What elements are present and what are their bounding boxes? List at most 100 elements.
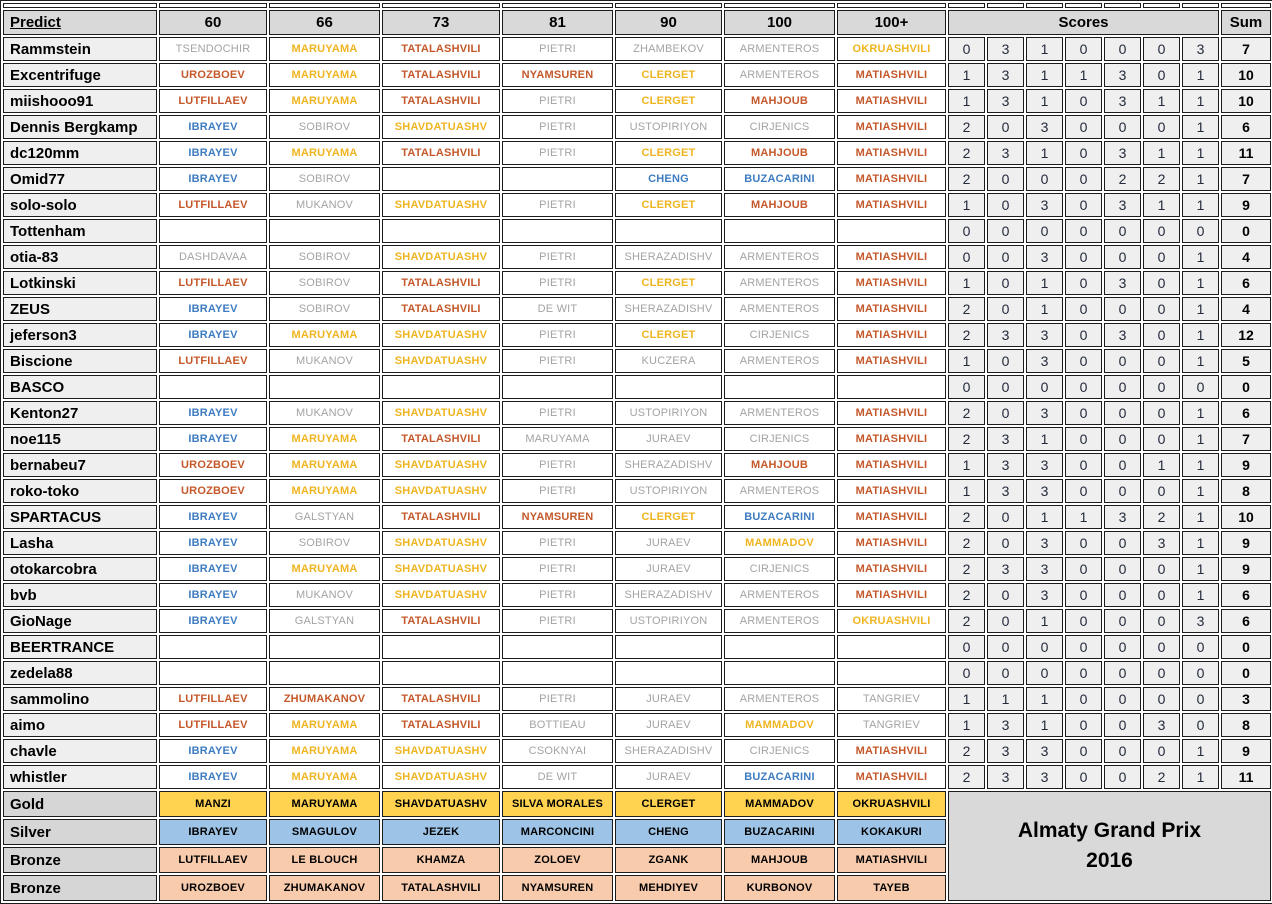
prediction-cell: LUTFILLAEV: [159, 713, 267, 737]
medalist-cell: IBRAYEV: [159, 819, 267, 845]
score-cell: 0: [1065, 349, 1102, 373]
score-cell: 2: [948, 427, 985, 451]
prediction-cell: [615, 375, 722, 399]
score-cell: 0: [1104, 375, 1141, 399]
sum-cell: 6: [1221, 609, 1271, 633]
medalist-cell: JEZEK: [382, 819, 500, 845]
prediction-cell: [837, 661, 946, 685]
player-name-cell: Rammstein: [3, 37, 157, 61]
prediction-cell: SHERAZADISHV: [615, 453, 722, 477]
score-cell: 0: [1143, 63, 1180, 87]
prediction-cell: LUTFILLAEV: [159, 687, 267, 711]
prediction-cell: MARUYAMA: [269, 479, 380, 503]
prediction-cell: BUZACARINI: [724, 505, 835, 529]
score-cell: 3: [987, 89, 1024, 113]
score-cell: 3: [1143, 713, 1180, 737]
score-cell: 0: [1143, 323, 1180, 347]
prediction-cell: SHAVDATUASHV: [382, 453, 500, 477]
score-cell: 1: [1182, 115, 1219, 139]
prediction-cell: TATALASHVILI: [382, 63, 500, 87]
prediction-cell: CIRJENICS: [724, 739, 835, 763]
prediction-cell: BOTTIEAU: [502, 713, 613, 737]
prediction-cell: MATIASHVILI: [837, 297, 946, 321]
score-cell: 0: [948, 661, 985, 685]
score-cell: 0: [1143, 115, 1180, 139]
medalist-cell: MATIASHVILI: [837, 847, 946, 873]
score-cell: 3: [987, 37, 1024, 61]
score-cell: 0: [987, 297, 1024, 321]
sum-cell: 3: [1221, 687, 1271, 711]
prediction-cell: SHAVDATUASHV: [382, 765, 500, 789]
score-cell: 0: [987, 661, 1024, 685]
table-row: noe115 IBRAYEV MARUYAMA TATALASHVILI MARUYAM…: [3, 427, 1271, 451]
score-cell: 3: [1026, 531, 1063, 555]
score-cell: 0: [948, 219, 985, 243]
score-cell: 2: [948, 583, 985, 607]
prediction-cell: PIETRI: [502, 609, 613, 633]
player-name-cell: jeferson3: [3, 323, 157, 347]
score-cell: 3: [1026, 453, 1063, 477]
prediction-cell: MUKANOV: [269, 193, 380, 217]
score-cell: 0: [948, 37, 985, 61]
score-cell: 0: [1143, 739, 1180, 763]
table-row: miishooo91 LUTFILLAEV MARUYAMA TATALASHVILI…: [3, 89, 1271, 113]
score-cell: 0: [1182, 375, 1219, 399]
score-cell: 0: [1065, 375, 1102, 399]
prediction-cell: CIRJENICS: [724, 115, 835, 139]
prediction-cell: CHENG: [615, 167, 722, 191]
prediction-cell: MATIASHVILI: [837, 141, 946, 165]
prediction-cell: MARUYAMA: [269, 141, 380, 165]
prediction-cell: NYAMSUREN: [502, 505, 613, 529]
prediction-cell: IBRAYEV: [159, 557, 267, 581]
event-title-line1: Almaty Grand Prix: [1017, 818, 1202, 842]
player-name-cell: solo-solo: [3, 193, 157, 217]
score-cell: 0: [1143, 687, 1180, 711]
prediction-cell: SOBIROV: [269, 115, 380, 139]
prediction-cell: PIETRI: [502, 37, 613, 61]
prediction-cell: ARMENTEROS: [724, 583, 835, 607]
score-cell: 1: [1182, 89, 1219, 113]
table-row: Rammstein TSENDOCHIR MARUYAMA TATALASHVILI P…: [3, 37, 1271, 61]
score-cell: 1: [1026, 63, 1063, 87]
score-cell: 0: [1104, 713, 1141, 737]
score-cell: 0: [1104, 609, 1141, 633]
score-cell: 3: [1182, 37, 1219, 61]
prediction-cell: PIETRI: [502, 349, 613, 373]
score-cell: 1: [948, 713, 985, 737]
player-name-cell: Excentrifuge: [3, 63, 157, 87]
medalist-cell: SILVA MORALES: [502, 791, 613, 817]
prediction-cell: CLERGET: [615, 323, 722, 347]
player-name-cell: sammolino: [3, 687, 157, 711]
score-cell: 0: [948, 375, 985, 399]
prediction-cell: CLERGET: [615, 193, 722, 217]
prediction-cell: MATIASHVILI: [837, 63, 946, 87]
score-cell: 2: [948, 323, 985, 347]
score-cell: 3: [1026, 193, 1063, 217]
score-cell: 1: [948, 89, 985, 113]
table-row: zedela88 0 0 0 0 0 0 0 0: [3, 661, 1271, 685]
medalist-cell: KHAMZA: [382, 847, 500, 873]
sum-cell: 6: [1221, 115, 1271, 139]
prediction-cell: IBRAYEV: [159, 505, 267, 529]
score-cell: 1: [1143, 193, 1180, 217]
score-cell: 1: [1026, 505, 1063, 529]
prediction-cell: [502, 635, 613, 659]
prediction-cell: MATIASHVILI: [837, 531, 946, 555]
score-cell: 1: [1026, 297, 1063, 321]
prediction-cell: MATIASHVILI: [837, 401, 946, 425]
prediction-cell: GALSTYAN: [269, 505, 380, 529]
score-cell: 2: [948, 557, 985, 581]
score-cell: 0: [1026, 167, 1063, 191]
table-row: Omid77 IBRAYEV SOBIROV CHENG BUZACARINI MATIA…: [3, 167, 1271, 191]
prediction-cell: MARUYAMA: [269, 37, 380, 61]
prediction-cell: PIETRI: [502, 453, 613, 477]
sum-cell: 12: [1221, 323, 1271, 347]
prediction-cell: MATIASHVILI: [837, 193, 946, 217]
prediction-cell: BUZACARINI: [724, 167, 835, 191]
score-cell: 3: [1026, 115, 1063, 139]
column-header-weight-73: 73: [382, 10, 500, 35]
prediction-cell: TATALASHVILI: [382, 687, 500, 711]
prediction-cell: MAHJOUB: [724, 89, 835, 113]
prediction-cell: IBRAYEV: [159, 401, 267, 425]
score-cell: 3: [1026, 323, 1063, 347]
